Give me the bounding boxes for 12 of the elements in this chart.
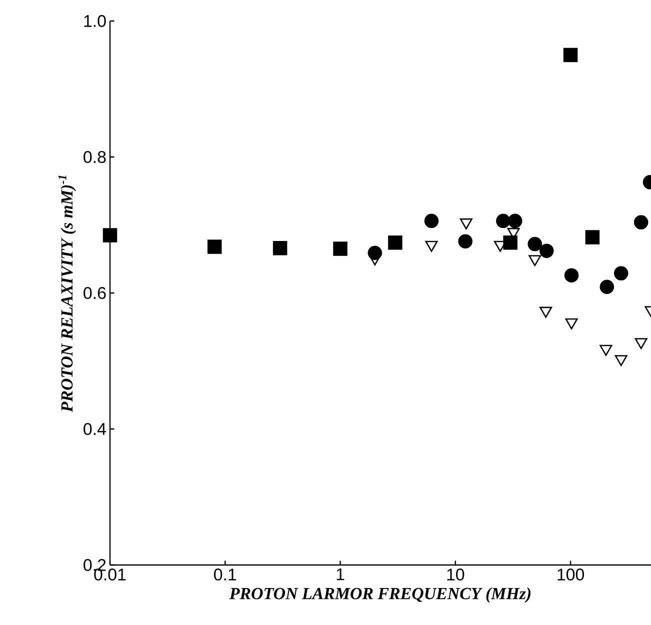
x-axis-title: PROTON LARMOR FREQUENCY (MHz) — [229, 587, 531, 603]
x-tick-label: 0.01 — [94, 568, 126, 581]
x-tick-label: 0.1 — [214, 568, 236, 581]
x-tick-label: 1 — [336, 568, 344, 580]
y-tick-label: 0.6 — [84, 287, 106, 299]
y-tick-label: 0.4 — [84, 423, 106, 435]
y-tick-label: 1.0 — [84, 15, 106, 27]
y-axis-title: PROTON RELAXIVITY (s mM)$^{-1}$ — [58, 176, 76, 412]
y-tick-label: 0.8 — [84, 151, 106, 163]
y-tick-label: 0.2 — [84, 559, 106, 571]
x-tick-label: 10 — [447, 568, 464, 581]
x-tick-label: 100 — [558, 568, 584, 581]
